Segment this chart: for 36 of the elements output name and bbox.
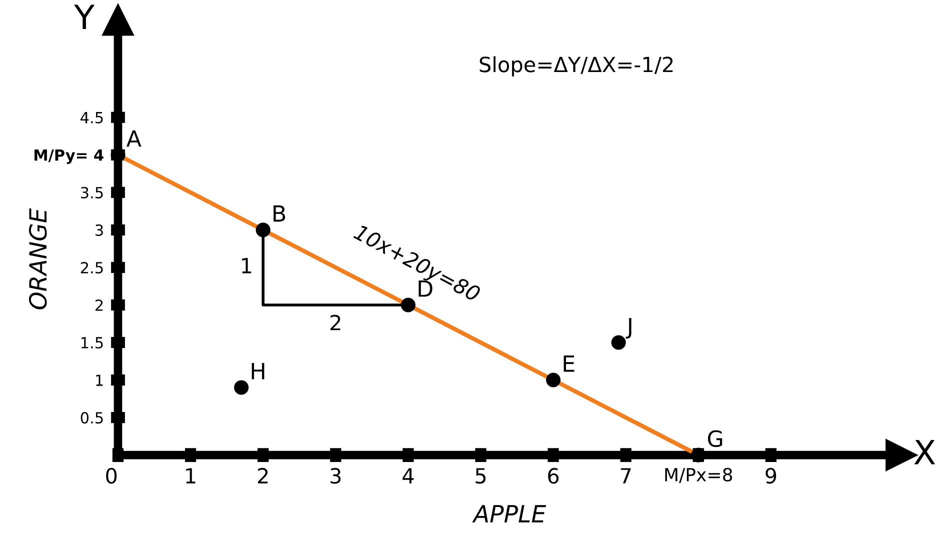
annotation: 1	[242, 258, 252, 274]
x-tick-label: 3	[330, 468, 341, 484]
text: X	[914, 440, 936, 464]
text: Y	[74, 4, 95, 30]
x-tick-label: 2	[258, 468, 268, 484]
y-tick-label: 1	[96, 374, 103, 386]
x-tick-label: 9	[766, 468, 776, 484]
x-tick-label: 0	[106, 468, 117, 484]
y-tick-label: 3.5	[80, 186, 103, 198]
annotation: Slope=ΔY/ΔX=-1/2	[480, 56, 673, 76]
y-tick-label: M/Py= 4	[34, 150, 104, 164]
y-tick-label: 2.5	[80, 262, 103, 274]
annotation: G	[708, 430, 722, 448]
x-tick-label: 7	[620, 468, 631, 484]
annotation: 2	[330, 314, 340, 330]
annotation: E	[564, 355, 574, 372]
annotation: J	[626, 318, 632, 339]
annotation: H	[252, 362, 264, 380]
x-axis-title: APPLE	[472, 505, 546, 522]
y-axis-title: ORANGE	[28, 208, 47, 310]
x-tick-label: 5	[476, 468, 486, 484]
y-tick-label: 3	[96, 224, 103, 236]
y-tick-label: 1.5	[81, 337, 103, 349]
y-tick-label: 2	[96, 299, 103, 311]
y-tick-label: 4.5	[80, 112, 103, 124]
annotation: B	[274, 205, 286, 222]
x-tick-label: 4	[402, 468, 414, 484]
point	[611, 335, 626, 350]
annotation: A	[126, 130, 142, 147]
point	[234, 380, 249, 395]
x-tick-label: 1	[186, 468, 196, 484]
point	[256, 222, 270, 238]
y-tick-label: 0.5	[80, 412, 103, 424]
point	[546, 372, 561, 388]
x-tick-label: 6	[548, 468, 559, 484]
x-tick-label: M/Px=8	[665, 468, 732, 483]
